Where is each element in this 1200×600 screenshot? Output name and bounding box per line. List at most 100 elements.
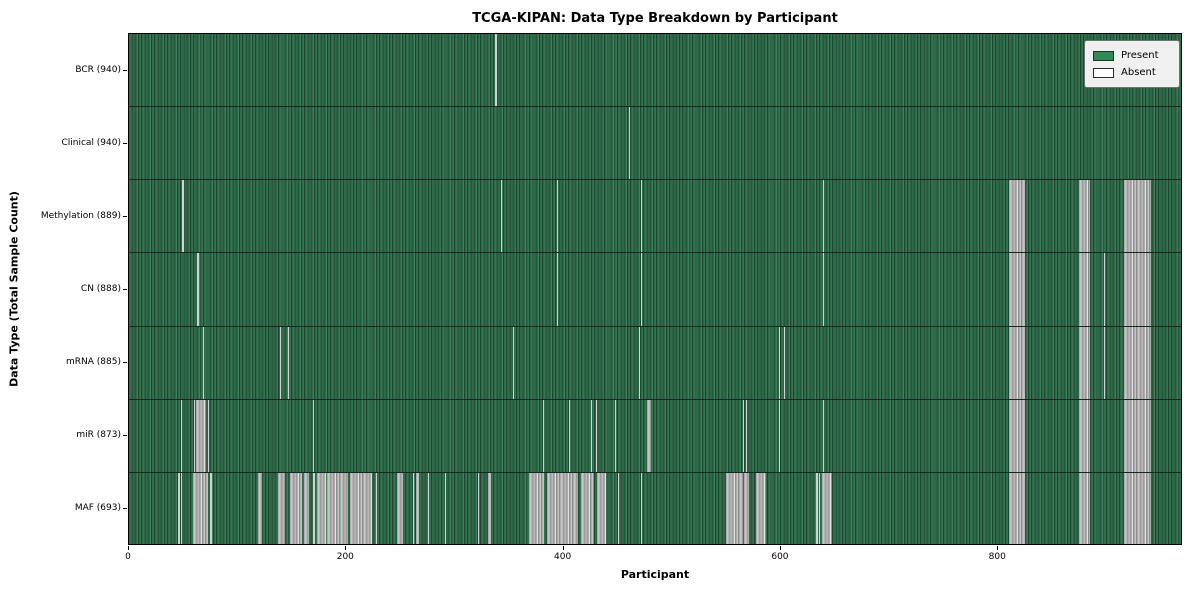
absent-stripe [581, 472, 595, 544]
legend-item-absent: Absent [1093, 64, 1171, 81]
y-tick-label: Clinical (940) [61, 137, 121, 148]
absent-stripe [725, 472, 743, 544]
y-tick-mark [123, 508, 127, 510]
absent-stripe [823, 180, 825, 253]
absent-stripe [197, 253, 199, 326]
y-tick-label: Methylation (889) [40, 210, 121, 221]
absent-stripe [512, 326, 514, 399]
x-tick-mark [128, 546, 129, 550]
y-tick-mark [123, 215, 127, 217]
absent-stripe [312, 472, 315, 544]
absent-stripe [312, 399, 314, 472]
legend-item-present: Present [1093, 47, 1171, 64]
absent-stripe [815, 472, 818, 544]
x-tick-label: 600 [771, 552, 789, 562]
x-tick-label: 800 [988, 552, 1006, 562]
absent-stripe [1078, 472, 1090, 544]
absent-stripe [208, 399, 210, 472]
absent-stripe [818, 472, 821, 544]
row-cn [129, 253, 1181, 327]
present-swatch [1093, 50, 1114, 61]
absent-stripe [1124, 253, 1152, 326]
absent-stripe [1009, 253, 1026, 326]
absent-stripe [181, 399, 183, 472]
absent-stripe [614, 399, 616, 472]
absent-stripe [258, 472, 262, 544]
absent-stripe [445, 472, 447, 544]
plot-area [128, 33, 1182, 545]
absent-stripe [415, 472, 420, 544]
absent-stripe [823, 399, 825, 472]
y-tick-label: mRNA (885) [66, 357, 121, 368]
absent-stripe [303, 472, 310, 544]
x-tick-label: 400 [554, 552, 572, 562]
absent-stripe [640, 180, 642, 253]
absent-stripe [640, 253, 642, 326]
absent-stripe [1009, 326, 1026, 399]
chart-title: TCGA-KIPAN: Data Type Breakdown by Parti… [472, 11, 838, 26]
absent-swatch [1093, 67, 1114, 78]
absent-stripe [289, 472, 302, 544]
absent-stripe [542, 399, 545, 472]
absent-stripe [277, 472, 286, 544]
absent-stripe [778, 399, 780, 472]
absent-stripe [744, 472, 750, 544]
absent-stripe [349, 472, 373, 544]
absent-stripe [628, 107, 630, 180]
absent-stripe [182, 180, 185, 253]
absent-stripe [778, 326, 780, 399]
absent-stripe [528, 472, 545, 544]
absent-stripe [557, 253, 559, 326]
absent-stripe [1124, 472, 1152, 544]
absent-stripe [1078, 399, 1090, 472]
absent-stripe [202, 326, 204, 399]
y-tick-label: CN (888) [80, 284, 121, 294]
absent-stripe [1103, 326, 1105, 399]
x-tick-mark [562, 546, 564, 550]
absent-stripe [590, 399, 592, 472]
row-bcr [129, 34, 1181, 108]
legend: Present Absent [1084, 40, 1180, 88]
y-tick-mark [123, 142, 127, 144]
absent-stripe [822, 472, 832, 544]
absent-stripe [617, 472, 620, 544]
absent-stripe [1124, 399, 1152, 472]
absent-stripe [597, 472, 606, 544]
y-tick-label: MAF (693) [74, 503, 121, 514]
absent-stripe [1078, 253, 1090, 326]
x-tick-mark [345, 546, 347, 550]
absent-stripe [427, 472, 429, 544]
absent-stripe [569, 399, 571, 472]
absent-stripe [742, 399, 744, 472]
absent-stripe [1009, 399, 1026, 472]
y-tick-mark [123, 69, 127, 71]
x-tick-label: 200 [336, 552, 354, 562]
absent-stripe [1009, 180, 1026, 253]
absent-stripe [557, 180, 559, 253]
absent-stripe [477, 472, 479, 544]
x-axis-label: Participant [620, 568, 690, 581]
absent-stripe [500, 180, 502, 253]
legend-label-absent: Absent [1121, 67, 1156, 78]
absent-stripe [287, 326, 289, 399]
absent-stripe [495, 34, 498, 107]
absent-stripe [177, 472, 181, 544]
absent-stripe [193, 472, 209, 544]
y-tick-label: miR (873) [76, 430, 121, 441]
absent-stripe [596, 399, 598, 472]
absent-stripe [397, 472, 403, 544]
absent-stripe [316, 472, 326, 544]
absent-stripe [755, 472, 766, 544]
absent-stripe [1124, 180, 1152, 253]
absent-stripe [181, 472, 183, 544]
absent-stripe [1103, 253, 1105, 326]
absent-stripe [326, 472, 349, 544]
legend-label-present: Present [1121, 50, 1159, 61]
row-methylation [129, 180, 1181, 254]
y-tick-label: BCR (940) [75, 64, 121, 75]
row-clinical [129, 107, 1181, 181]
y-tick-mark [123, 435, 127, 437]
absent-stripe [375, 472, 377, 544]
absent-stripe [1078, 180, 1090, 253]
